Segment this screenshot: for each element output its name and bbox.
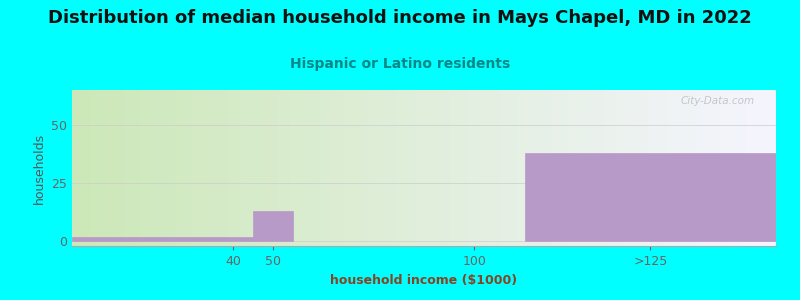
Bar [253, 211, 294, 241]
Bar [72, 237, 253, 241]
Text: Distribution of median household income in Mays Chapel, MD in 2022: Distribution of median household income … [48, 9, 752, 27]
X-axis label: household income ($1000): household income ($1000) [330, 274, 518, 286]
Y-axis label: households: households [33, 132, 46, 204]
Bar [525, 153, 776, 241]
Text: City-Data.com: City-Data.com [681, 96, 755, 106]
Text: Hispanic or Latino residents: Hispanic or Latino residents [290, 57, 510, 71]
